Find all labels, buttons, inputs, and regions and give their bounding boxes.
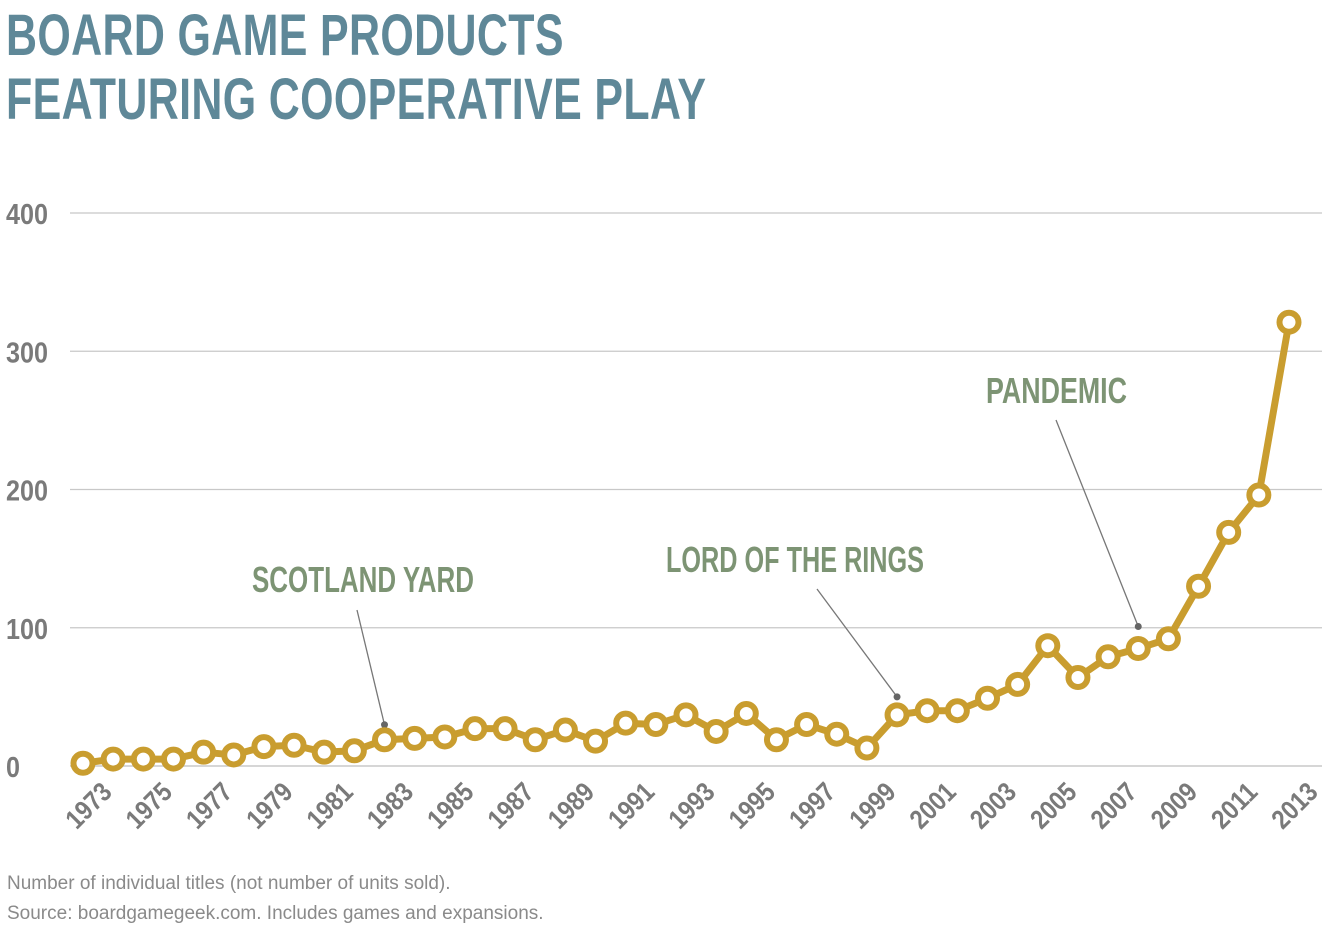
x-tick-label: 2011 (1205, 777, 1263, 835)
data-point (1155, 626, 1181, 652)
data-point (402, 725, 428, 751)
x-axis-labels: 1973197519771979198119831985198719891991… (60, 777, 1324, 835)
annotation-leader-line (816, 588, 898, 698)
annotations: SCOTLAND YARD LORD OF THE RINGS PANDEMIC (252, 370, 1142, 729)
x-tick-label: 1989 (542, 777, 600, 835)
data-point (1246, 482, 1272, 508)
data-point (643, 712, 669, 738)
data-point (191, 739, 217, 765)
data-point (251, 734, 277, 760)
annotation-leader-line (356, 609, 386, 725)
data-point (944, 698, 970, 724)
data-point (854, 735, 880, 761)
data-point (733, 700, 759, 726)
x-tick-label: 1999 (844, 777, 902, 835)
chart-title: BOARD GAME PRODUCTS FEATURING COOPERATIV… (6, 4, 706, 132)
data-point (1065, 665, 1091, 691)
annotation-dot (1134, 622, 1142, 630)
x-tick-label: 1983 (361, 777, 419, 835)
data-point (824, 721, 850, 747)
data-point (372, 727, 397, 753)
annotation-dot (381, 721, 388, 729)
data-point (311, 739, 337, 765)
data-point (1276, 309, 1302, 335)
x-tick-label: 1985 (421, 777, 479, 835)
data-point (794, 712, 820, 738)
annotation-label: LORD OF THE RINGS (666, 539, 924, 580)
x-tick-label: 2003 (964, 777, 1022, 835)
chart-title-line-2: FEATURING COOPERATIVE PLAY (6, 67, 707, 132)
data-point (703, 718, 729, 744)
y-tick-label: 200 (6, 476, 48, 508)
data-point (914, 698, 940, 724)
data-point (432, 724, 458, 750)
y-tick-label: 400 (6, 199, 48, 231)
x-tick-label: 1987 (482, 777, 540, 835)
data-point (281, 732, 307, 758)
data-point (673, 702, 699, 728)
data-point (522, 727, 548, 753)
x-tick-label: 2001 (904, 777, 962, 835)
x-tick-label: 1995 (723, 777, 781, 835)
y-tick-label: 0 (6, 752, 20, 784)
data-point (613, 710, 639, 736)
x-tick-label: 1977 (180, 777, 238, 835)
data-point (1186, 573, 1212, 599)
data-point (975, 685, 1000, 711)
data-point (552, 717, 578, 743)
data-point (70, 750, 96, 776)
y-axis-labels: 0 100 200 300 400 (6, 199, 48, 784)
x-tick-label: 1997 (783, 777, 841, 835)
x-tick-label: 2005 (1024, 777, 1082, 835)
data-point (884, 702, 910, 728)
data-point (341, 738, 367, 764)
x-tick-label: 1973 (60, 777, 118, 835)
grid-lines (70, 212, 1322, 767)
y-tick-label: 100 (6, 614, 48, 646)
data-point (583, 728, 609, 754)
data-point (221, 742, 247, 768)
data-point (462, 716, 488, 742)
annotation-dot (893, 693, 901, 701)
x-tick-label: 1981 (301, 777, 359, 835)
y-tick-label: 300 (6, 337, 48, 369)
annotation-leader-line (1055, 419, 1139, 627)
data-point (1035, 633, 1061, 659)
data-point (1005, 671, 1031, 697)
chart-title-line-1: BOARD GAME PRODUCTS (6, 3, 564, 68)
x-tick-label: 1993 (663, 777, 721, 835)
data-point (160, 746, 186, 772)
annotation-label: SCOTLAND YARD (252, 559, 474, 600)
x-tick-label: 2013 (1266, 777, 1324, 835)
x-tick-label: 2007 (1085, 777, 1143, 835)
footnote-source: Source: boardgamegeek.com. Includes game… (7, 903, 544, 924)
data-point (1095, 644, 1121, 670)
footnote-units: Number of individual titles (not number … (7, 873, 451, 894)
data-point (492, 716, 518, 742)
x-tick-label: 1991 (602, 777, 660, 835)
x-tick-label: 2009 (1145, 777, 1203, 835)
x-tick-label: 1975 (120, 777, 178, 835)
data-point (1216, 519, 1242, 545)
data-point (763, 727, 789, 753)
data-point (1125, 635, 1151, 661)
x-tick-label: 1979 (241, 777, 299, 835)
data-series (70, 309, 1302, 776)
data-point (130, 746, 156, 772)
annotation-label: PANDEMIC (986, 370, 1127, 411)
data-point (100, 746, 126, 772)
